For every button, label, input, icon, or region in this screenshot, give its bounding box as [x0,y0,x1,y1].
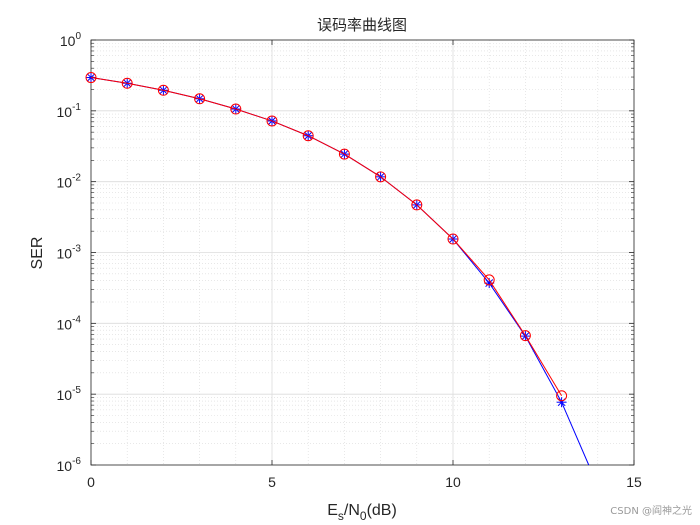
x-label-sub2: 0 [360,509,367,523]
grid-layer [90,39,635,466]
data-point-circle [556,390,568,402]
axes-frame [90,39,635,466]
data-point-circle [85,72,97,84]
y-tick-label: 10-3 [57,244,82,262]
y-tick-label: 10-1 [57,102,82,120]
data-point-circle [338,148,350,160]
data-point-circle [447,233,459,245]
x-tick-label: 15 [626,474,642,490]
x-tick-label: 0 [87,474,95,490]
x-axis-label: Es/N0(dB) [327,502,397,523]
y-tick-label: 10-2 [57,173,82,191]
chart-title: 误码率曲线图 [317,16,407,34]
watermark: CSDN @阎神之光 [610,504,692,517]
data-point-circle [302,130,314,142]
y-tick-label: 10-4 [57,314,82,332]
tick-layer: 0 5 10 15 100 10-1 10-2 10-3 10-4 10-5 10-6 [57,31,642,490]
data-point-circle [411,199,423,211]
data-point-circle [483,274,495,286]
data-point-circle [375,171,387,183]
y-tick-label: 10-6 [57,456,82,474]
data-point-circle [194,93,206,105]
x-label-mid: /N [344,502,360,519]
data-point-circle [230,103,242,115]
y-tick-label: 100 [60,31,82,49]
y-axis-label: SER [29,237,46,270]
x-label-sub1: s [338,509,344,523]
x-label-tail: (dB) [367,502,397,519]
data-point-circle [266,115,278,127]
x-tick-label: 10 [445,474,461,490]
x-label-main: E [327,502,338,519]
x-tick-label: 5 [268,474,276,490]
data-point-circle [157,84,169,96]
y-tick-label: 10-5 [57,385,82,403]
series-line-ff0000 [90,77,563,396]
data-point-circle [121,77,133,89]
series-layer [85,72,590,466]
data-point-circle [519,330,531,342]
